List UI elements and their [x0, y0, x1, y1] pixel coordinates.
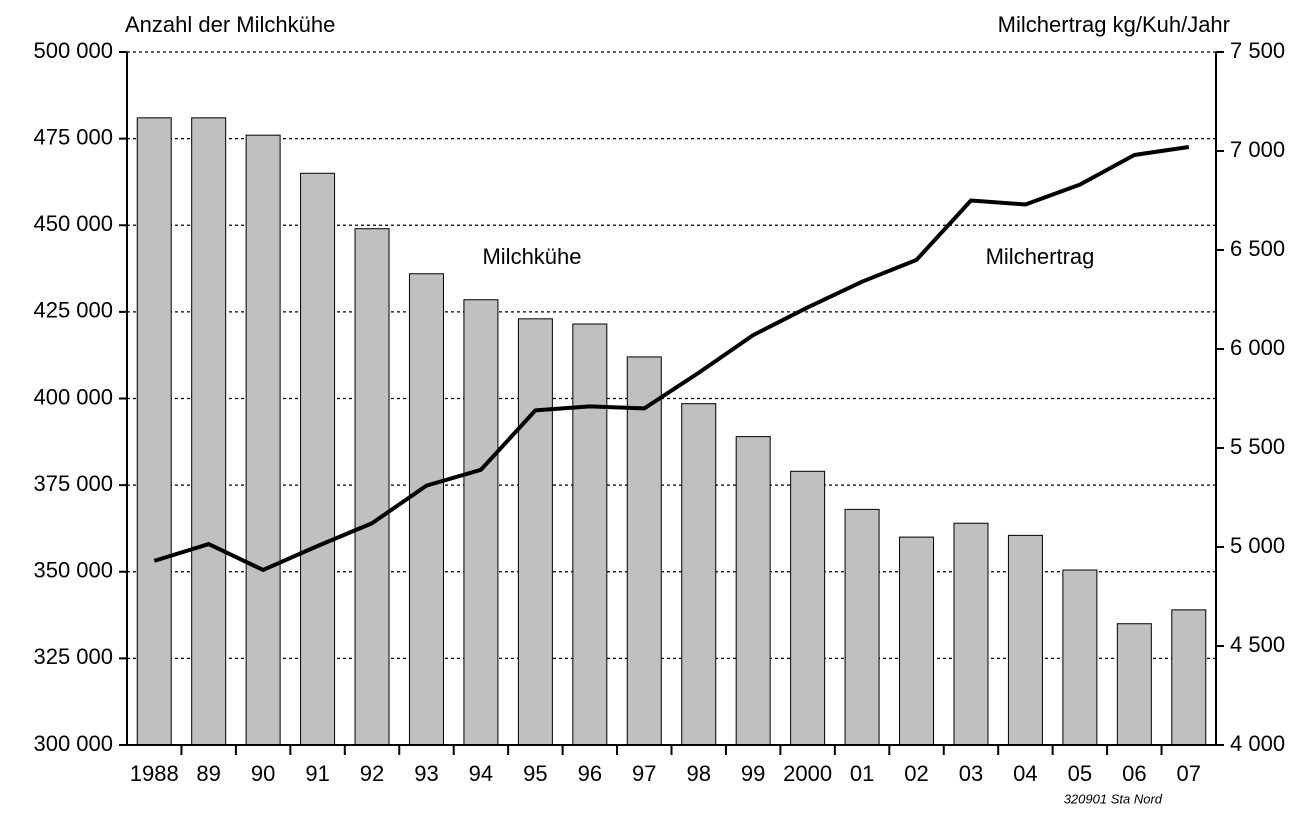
y2-tick-label: 7 500: [1230, 38, 1285, 63]
bar: [300, 172, 336, 746]
bar: [1007, 534, 1043, 746]
bar: [136, 117, 172, 746]
bar: [354, 228, 390, 746]
y2-tick-label: 4 500: [1230, 632, 1285, 657]
x-tick-label: 93: [414, 761, 438, 786]
y-tick-label: 500 000: [33, 38, 113, 63]
y2-tick-label: 7 000: [1230, 137, 1285, 162]
y2-tick-label: 6 000: [1230, 335, 1285, 360]
y2-axis-title: Milchertrag kg/Kuh/Jahr: [998, 12, 1230, 37]
x-tick-label: 95: [523, 761, 547, 786]
y-tick-label: 300 000: [33, 731, 113, 756]
y-axis-title: Anzahl der Milchkühe: [125, 12, 335, 37]
x-tick-label: 98: [686, 761, 710, 786]
bar: [572, 323, 608, 746]
x-tick-label: 03: [959, 761, 983, 786]
y-tick-label: 325 000: [33, 644, 113, 669]
y-tick-label: 350 000: [33, 558, 113, 583]
x-tick-label: 01: [850, 761, 874, 786]
y2-tick-label: 6 500: [1230, 236, 1285, 261]
bar: [953, 522, 989, 746]
y2-tick-label: 5 500: [1230, 434, 1285, 459]
bar: [844, 508, 880, 746]
bar: [735, 436, 771, 746]
line: [153, 145, 1190, 572]
x-tick-label: 89: [196, 761, 220, 786]
bar: [245, 134, 281, 746]
x-tick-label: 2000: [783, 761, 832, 786]
y-tick-label: 475 000: [33, 124, 113, 149]
x-tick-label: 91: [305, 761, 329, 786]
bar: [1116, 623, 1152, 746]
y2-tick-label: 4 000: [1230, 731, 1285, 756]
annotation: Milchkühe: [482, 244, 581, 269]
bar: [408, 273, 444, 746]
x-tick-label: 92: [360, 761, 384, 786]
x-tick-label: 90: [251, 761, 275, 786]
y-tick-label: 400 000: [33, 384, 113, 409]
x-tick-label: 05: [1068, 761, 1092, 786]
y2-tick-label: 5 000: [1230, 533, 1285, 558]
x-tick-label: 06: [1122, 761, 1146, 786]
bar: [899, 536, 935, 746]
bar: [463, 299, 499, 746]
y-tick-label: 375 000: [33, 471, 113, 496]
y-tick-label: 425 000: [33, 298, 113, 323]
bar: [191, 117, 227, 746]
x-tick-label: 97: [632, 761, 656, 786]
bar: [517, 318, 553, 746]
x-tick-label: 02: [904, 761, 928, 786]
x-tick-label: 1988: [130, 761, 179, 786]
x-tick-label: 04: [1013, 761, 1037, 786]
x-tick-label: 96: [578, 761, 602, 786]
x-tick-label: 99: [741, 761, 765, 786]
x-tick-label: 94: [469, 761, 493, 786]
annotation: Milchertrag: [986, 244, 1095, 269]
x-tick-label: 07: [1177, 761, 1201, 786]
bar: [681, 403, 717, 746]
source-note: 320901 Sta Nord: [1064, 791, 1163, 806]
bar: [626, 356, 662, 746]
y-tick-label: 450 000: [33, 211, 113, 236]
bar: [1062, 569, 1098, 746]
bar: [1171, 609, 1207, 746]
bar: [790, 470, 826, 746]
